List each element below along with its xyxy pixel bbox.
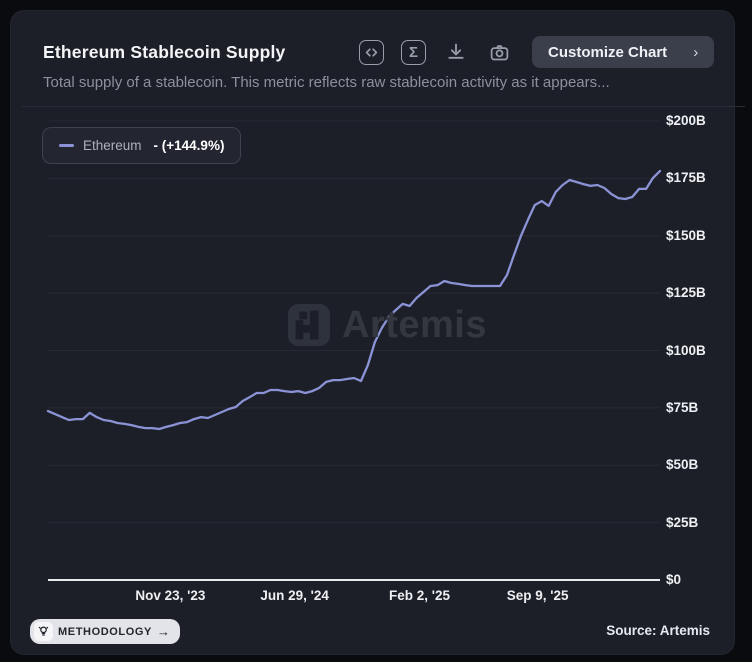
formula-sigma-icon[interactable]: Σ (401, 39, 426, 65)
x-axis-label: Feb 2, '25 (388, 588, 450, 603)
y-axis-label: $0 (666, 572, 682, 587)
lightbulb-icon (34, 622, 53, 641)
arrow-right-icon: → (157, 624, 170, 639)
legend-change-value: - (+144.9%) (153, 138, 225, 153)
customize-chart-button[interactable]: Customize Chart › (532, 36, 715, 68)
y-axis-label: $200B (666, 113, 706, 128)
methodology-label: METHODOLOGY (58, 625, 152, 638)
y-axis-label: $75B (666, 399, 699, 415)
page-title: Ethereum Stablecoin Supply (43, 42, 286, 62)
y-axis-label: $100B (666, 342, 706, 358)
header-divider (22, 106, 745, 107)
chart-card: Ethereum Stablecoin Supply Σ (10, 10, 745, 655)
download-icon[interactable] (443, 39, 469, 65)
y-axis-label: $125B (666, 285, 706, 301)
series-line-ethereum (46, 169, 662, 431)
y-axis-label: $25B (666, 514, 699, 530)
x-axis-label: Jun 29, '24 (260, 588, 329, 603)
chart-description: Total supply of a stablecoin. This metri… (43, 74, 610, 91)
camera-screenshot-icon[interactable] (486, 39, 512, 65)
source-attribution: Source: Artemis (606, 623, 710, 638)
x-axis-label: Nov 23, '23 (135, 588, 206, 603)
legend-series-label: Ethereum (83, 138, 142, 153)
legend-ethereum[interactable]: Ethereum - (+144.9%) (42, 127, 242, 164)
y-axis-label: $50B (666, 457, 699, 473)
chevron-right-icon: › (693, 43, 699, 61)
x-axis-label: Sep 9, '25 (506, 588, 569, 603)
methodology-button[interactable]: METHODOLOGY → (30, 619, 180, 644)
y-axis-label: $175B (666, 170, 706, 186)
legend-line-swatch (59, 144, 74, 147)
chart-toolbar: Σ Customize Chart › (359, 36, 715, 68)
customize-chart-label: Customize Chart (548, 43, 668, 61)
embed-code-icon[interactable] (359, 39, 384, 65)
y-axis-label: $150B (666, 227, 706, 243)
